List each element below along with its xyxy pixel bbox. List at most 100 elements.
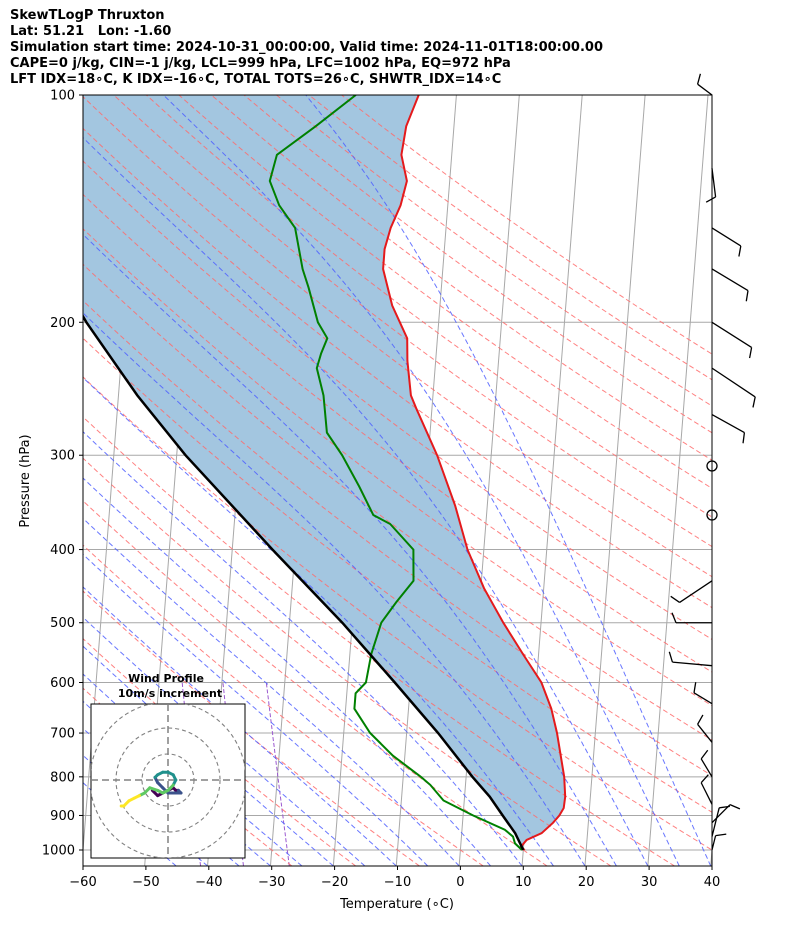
moist-adiabat bbox=[83, 477, 491, 866]
wind-barb-flag bbox=[697, 714, 704, 725]
dry-adiabat bbox=[83, 127, 712, 609]
title-line-location: Lat: 51.21 Lon: -1.60 bbox=[10, 24, 172, 39]
wind-barb-flag bbox=[705, 196, 716, 203]
wind-barb-flag bbox=[715, 833, 727, 837]
isotherm-line bbox=[647, 95, 709, 866]
x-axis-label: Temperature (∘C) bbox=[339, 897, 454, 912]
y-axis-label: Pressure (hPa) bbox=[18, 434, 33, 527]
y-tick-label: 100 bbox=[50, 89, 75, 104]
inset-subtitle: 10m/s increment bbox=[118, 687, 222, 700]
moist-adiabat bbox=[83, 553, 429, 866]
y-tick-label: 500 bbox=[50, 616, 75, 631]
cape-shading bbox=[83, 95, 566, 850]
moist-adiabat bbox=[83, 645, 334, 866]
wind-barb bbox=[679, 580, 713, 603]
cape-cin-shading bbox=[83, 95, 566, 850]
wind-barb-flag bbox=[671, 612, 677, 623]
moist-adiabat bbox=[83, 136, 649, 866]
wind-barb bbox=[693, 692, 713, 705]
moist-adiabat bbox=[163, 95, 680, 866]
wind-barb-flag bbox=[668, 651, 674, 663]
dry-adiabat bbox=[83, 300, 712, 777]
moist-adiabat bbox=[83, 312, 586, 866]
y-tick-label: 1000 bbox=[42, 844, 75, 859]
x-tick-label: −60 bbox=[69, 875, 96, 890]
wind-barb bbox=[700, 758, 713, 778]
wind-barb-calm bbox=[706, 460, 718, 472]
x-tick-label: 20 bbox=[578, 875, 595, 890]
wind-barb bbox=[711, 227, 742, 247]
wind-barb bbox=[697, 83, 713, 96]
wind-barb bbox=[711, 321, 752, 349]
isotherm-line bbox=[0, 95, 16, 866]
y-tick-label: 700 bbox=[50, 727, 75, 742]
title-line-indices: LFT IDX=18∘C, K IDX=-16∘C, TOTAL TOTS=26… bbox=[10, 72, 502, 87]
y-tick-label: 400 bbox=[50, 543, 75, 558]
dry-adiabat bbox=[83, 376, 712, 851]
inset-title: Wind Profile bbox=[128, 672, 204, 685]
wind-barb-flag bbox=[748, 347, 753, 359]
dewpoint-line bbox=[268, 95, 523, 851]
y-tick-label: 900 bbox=[50, 809, 75, 824]
dry-adiabat bbox=[243, 95, 712, 434]
wind-barb-flag bbox=[670, 595, 680, 603]
moist-adiabat bbox=[83, 517, 460, 866]
dry-adiabat bbox=[178, 95, 712, 489]
x-tick-label: 30 bbox=[641, 875, 658, 890]
x-tick-label: −20 bbox=[321, 875, 348, 890]
wind-barbs bbox=[668, 73, 756, 851]
wind-barb-flag bbox=[745, 290, 749, 302]
wind-barb bbox=[711, 367, 756, 398]
wind-barb bbox=[711, 807, 720, 837]
moist-adiabat bbox=[305, 95, 712, 866]
wind-barb bbox=[711, 168, 717, 198]
x-tick-label: −10 bbox=[384, 875, 411, 890]
dry-adiabat bbox=[145, 95, 712, 518]
x-tick-label: 10 bbox=[515, 875, 532, 890]
moist-adiabat bbox=[83, 233, 617, 866]
wind-barb-flag bbox=[719, 805, 730, 809]
dry-adiabat bbox=[83, 457, 612, 866]
isotherm-line bbox=[584, 95, 646, 866]
dry-adiabat bbox=[83, 193, 712, 673]
title-line-station: SkewTLogP Thruxton bbox=[10, 8, 165, 23]
wind-barb-flag bbox=[738, 245, 742, 257]
wind-profile-inset: Wind Profile 10m/s increment bbox=[90, 672, 246, 859]
mixing-ratio-line bbox=[265, 682, 290, 866]
isotherm-line bbox=[774, 95, 794, 866]
x-tick-label: −50 bbox=[132, 875, 159, 890]
temperature-line bbox=[382, 95, 567, 851]
x-tick-label: −30 bbox=[258, 875, 285, 890]
moist-adiabat bbox=[83, 376, 554, 866]
parcel-line bbox=[83, 314, 525, 851]
x-tick-label: 40 bbox=[704, 875, 721, 890]
wind-barb-flag bbox=[742, 432, 746, 444]
wind-barb bbox=[711, 268, 749, 292]
wind-barb bbox=[711, 413, 745, 434]
y-tick-label: 200 bbox=[50, 316, 75, 331]
wind-barb bbox=[672, 661, 713, 667]
dry-adiabat bbox=[83, 416, 675, 866]
y-tick-label: 600 bbox=[50, 676, 75, 691]
title-line-cape: CAPE=0 j/kg, CIN=-1 j/kg, LCL=999 hPa, L… bbox=[10, 56, 511, 71]
y-tick-label: 800 bbox=[50, 770, 75, 785]
isotherm-line bbox=[710, 843, 712, 866]
wind-barb-flag bbox=[696, 73, 702, 85]
wind-barb-flag bbox=[729, 804, 741, 810]
x-axis-ticks: −60 −50 −40 −30 −20 −10 0 10 20 30 40 bbox=[69, 866, 720, 890]
wind-barb-flag bbox=[693, 682, 697, 693]
y-axis-ticks: 1000 900 800 700 600 500 400 300 200 100 bbox=[42, 89, 83, 859]
x-tick-label: 0 bbox=[456, 875, 464, 890]
title-line-times: Simulation start time: 2024-10-31_00:00:… bbox=[10, 40, 603, 55]
moist-adiabat bbox=[83, 616, 366, 866]
dry-adiabat bbox=[83, 160, 712, 640]
dry-adiabat bbox=[83, 590, 420, 866]
y-tick-label: 300 bbox=[50, 449, 75, 464]
wind-barb-flag bbox=[700, 774, 709, 784]
dry-adiabat bbox=[83, 337, 712, 813]
profile-lines bbox=[83, 95, 567, 851]
wind-barb bbox=[711, 835, 717, 851]
dry-adiabat bbox=[83, 263, 712, 741]
wind-barb-calm bbox=[706, 509, 718, 521]
